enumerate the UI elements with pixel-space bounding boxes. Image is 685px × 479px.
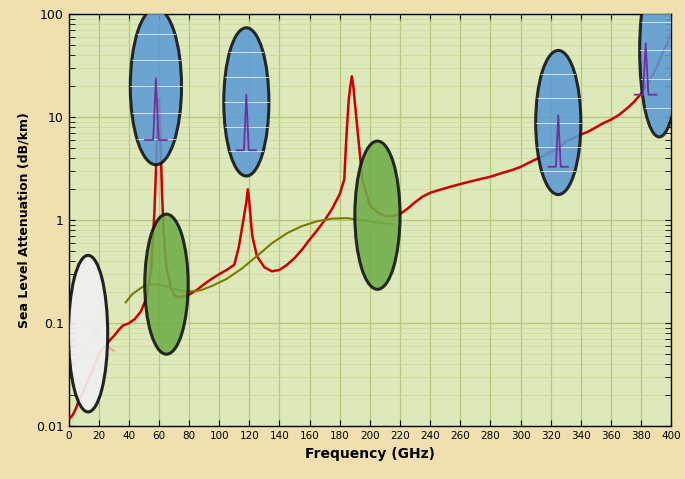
Ellipse shape	[145, 214, 188, 354]
Ellipse shape	[355, 141, 400, 289]
Ellipse shape	[68, 255, 108, 412]
Ellipse shape	[130, 8, 182, 165]
Y-axis label: Sea Level Attenuation (dB/km): Sea Level Attenuation (dB/km)	[17, 113, 30, 328]
Ellipse shape	[224, 28, 269, 176]
X-axis label: Frequency (GHz): Frequency (GHz)	[305, 447, 435, 461]
Ellipse shape	[536, 50, 581, 194]
Ellipse shape	[640, 0, 679, 137]
